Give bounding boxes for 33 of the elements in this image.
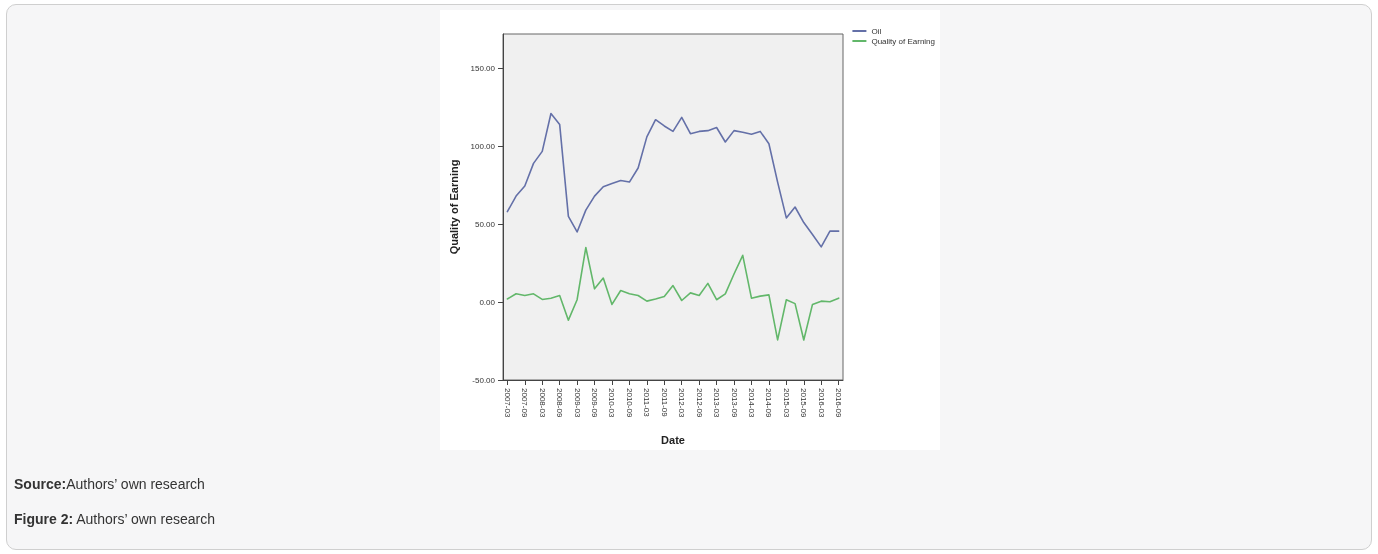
y-tick-label: 150.00: [470, 63, 496, 73]
x-tick-label: 2014-03: [746, 388, 756, 418]
x-tick-label: 2008-09: [555, 388, 565, 418]
x-tick-label: 2011-03: [642, 388, 652, 418]
x-tick-label: 2010-09: [624, 388, 634, 418]
y-tick-label: 0.00: [479, 297, 496, 307]
y-tick-label: 50.00: [474, 219, 496, 229]
source-note: Source:Authors’ own research: [14, 476, 205, 492]
x-tick-label: 2013-09: [729, 388, 739, 418]
x-tick-label: 2009-03: [572, 388, 582, 418]
y-tick-label: -50.00: [472, 375, 496, 385]
x-tick-label: 2015-09: [799, 388, 809, 418]
line-series: [506, 246, 840, 341]
line-series: [506, 112, 840, 248]
x-tick-label: 2009-09: [590, 388, 600, 418]
x-tick-label: 2016-09: [834, 388, 844, 418]
x-tick-label: 2012-03: [677, 388, 687, 418]
x-tick-label: 2014-09: [764, 388, 774, 418]
x-tick-label: 2012-09: [694, 388, 704, 418]
caption: Figure 2: Authors’ own research: [14, 511, 216, 527]
x-tick-label: 2016-03: [816, 388, 826, 418]
y-axis-title: Quality of Earning: [447, 159, 460, 255]
x-axis-title: Date: [661, 433, 685, 446]
x-tick-label: 2011-09: [659, 388, 669, 418]
x-tick-label: 2008-03: [537, 388, 547, 418]
x-tick-label: 2013-03: [712, 388, 722, 418]
x-tick-label: 2015-03: [781, 388, 791, 418]
x-tick-label: 2010-03: [607, 388, 617, 418]
legend-label: Oil: [871, 26, 882, 36]
legend-label: Quality of Earning: [871, 36, 935, 46]
x-tick-label: 2007-09: [520, 388, 530, 418]
y-tick-label: 100.00: [470, 141, 496, 151]
x-tick-label: 2007-03: [502, 388, 512, 418]
